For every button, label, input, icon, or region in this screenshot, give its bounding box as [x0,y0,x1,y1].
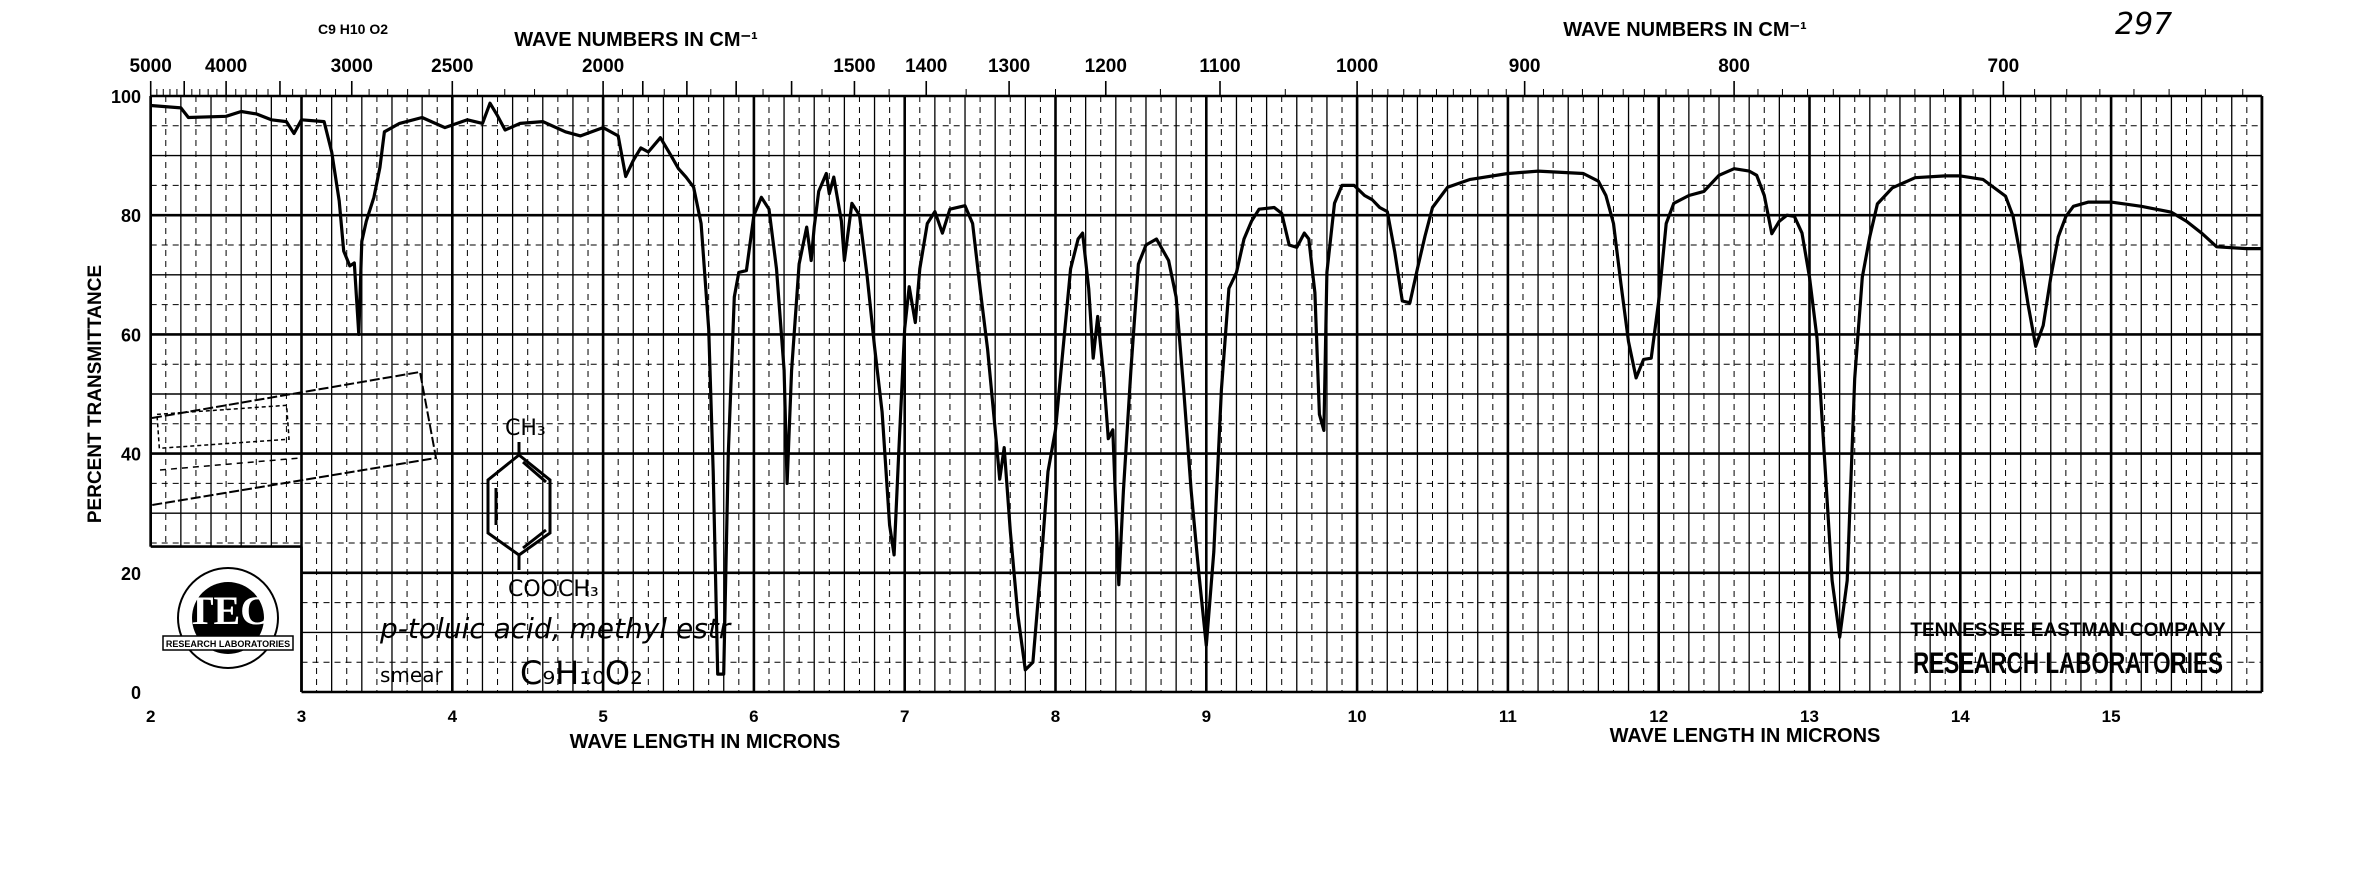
x2-axis-title-right: WAVE NUMBERS IN CM⁻¹ [1563,19,1807,41]
x-tick-label: 10 [1348,707,1367,726]
benzene-ring-structure [486,442,552,570]
structure-cooch3: COOCH₃ [508,577,599,602]
x2-tick-label: 1100 [1199,56,1240,77]
x2-tick-label: 2000 [582,56,624,77]
formula-header: C9 H10 O2 [318,21,388,37]
x-tick-label: 11 [1499,707,1517,726]
y-axis-title: PERCENT TRANSMITTANCE [85,265,106,523]
y-tick-label: 60 [121,325,141,345]
compound-formula: C₉H₁₀O₂ [520,654,643,692]
y-tick-label: 80 [121,206,141,226]
x2-tick-label: 1300 [988,56,1030,77]
structure-ch3: CH₃ [505,416,546,441]
x-tick-label: 6 [749,707,758,726]
x2-tick-label: 4000 [205,56,247,77]
x2-tick-label: 1200 [1085,56,1127,77]
y-tick-label: 0 [131,683,141,703]
x-tick-label: 4 [448,707,458,726]
tec-logo: TEC RESEARCH LABORATORIES [162,567,294,669]
logo-initials: TEC [187,588,269,633]
x-tick-label: 15 [2102,707,2121,726]
x2-tick-label: 1400 [905,56,947,77]
x2-tick-label: 1000 [1336,56,1378,77]
logo-band-text: RESEARCH LABORATORIES [166,639,290,649]
tick-labels: 5000 4000 3000 2500 2000 1500 1400 1300 1200 1100… [111,56,2121,726]
x2-tick-label: 3000 [331,56,373,77]
x-tick-label: 9 [1202,707,1211,726]
x-tick-label: 8 [1051,707,1060,726]
x-tick-label: 13 [1800,707,1819,726]
x-tick-label: 2 [146,707,155,726]
x2-tick-label: 900 [1509,56,1541,77]
x-tick-label: 14 [1951,707,1970,726]
x2-tick-label: 5000 [130,56,172,77]
spectrum-line [150,101,2262,676]
x-tick-label: 12 [1649,707,1668,726]
x-axis-title-left: WAVE LENGTH IN MICRONS [570,731,841,753]
y-tick-label: 40 [121,445,141,465]
x-tick-label: 7 [900,707,909,726]
x2-axis-title-left: WAVE NUMBERS IN CM⁻¹ [514,29,758,51]
sheet-number: 297 [2115,7,2172,42]
y-tick-label: 100 [111,87,141,107]
x2-tick-label: 1500 [833,56,875,77]
x2-tick-label: 2500 [431,56,473,77]
sample-prep: smear [380,663,443,687]
publisher-labs: RESEARCH LABORATORIES [1913,647,2223,680]
x2-tick-label: 800 [1718,56,1750,77]
stamp [151,370,438,506]
grid [149,94,2264,694]
x-tick-label: 3 [297,707,306,726]
compound-name: p-toluic acid, methyl estr [379,612,732,645]
x2-tick-label: 700 [1988,56,2020,77]
x-tick-label: 5 [598,707,607,726]
x-axis-title-right: WAVE LENGTH IN MICRONS [1610,725,1881,747]
y-tick-label: 20 [121,564,141,584]
wavenumber-ticks [149,81,2244,96]
publisher-company: TENNESSEE EASTMAN COMPANY [1910,620,2226,641]
